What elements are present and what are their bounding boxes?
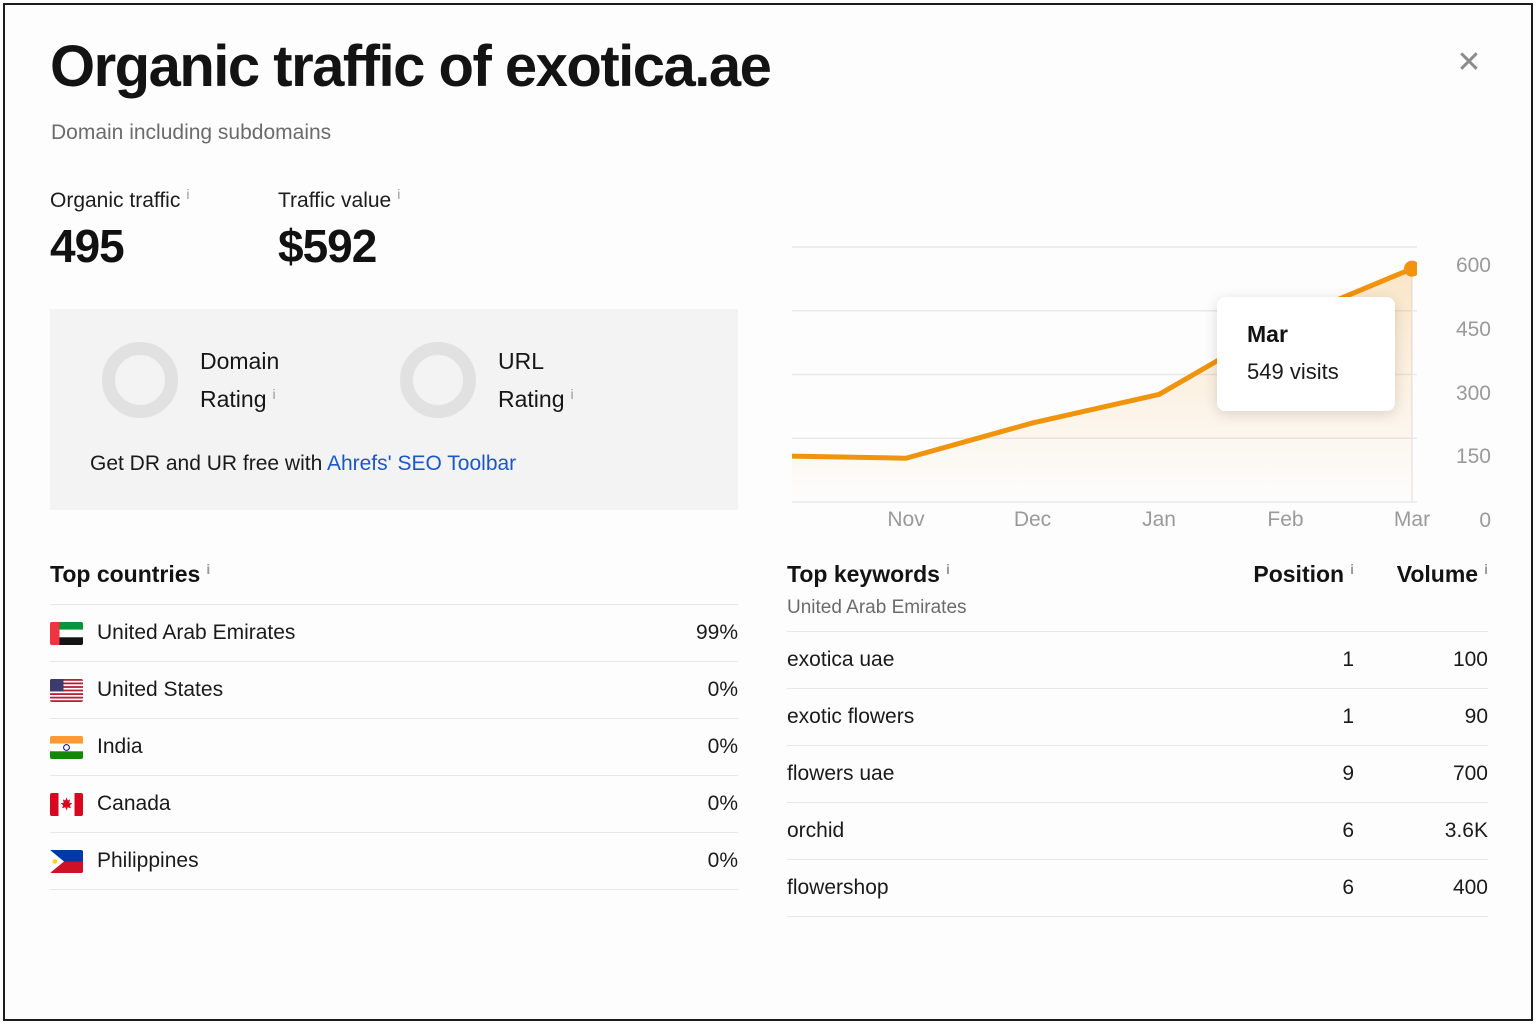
organic-traffic-modal: Organic traffic of exotica.ae Domain inc… (3, 3, 1533, 1021)
keyword-row: flowers uae 9 700 (787, 746, 1488, 803)
country-row: United States 0% (50, 662, 738, 719)
keyword-position: 1 (1342, 705, 1354, 728)
info-icon[interactable]: i (272, 385, 276, 402)
country-row: Canada 0% (50, 776, 738, 833)
page-subtitle: Domain including subdomains (51, 121, 332, 144)
keyword: orchid (787, 819, 845, 842)
country-name: India (97, 735, 143, 758)
flag-philippines-icon (50, 849, 83, 873)
stat-organic-traffic: Organic traffic i 495 (50, 186, 189, 273)
tooltip-visits: 549 visits (1247, 359, 1339, 384)
donut-gauge-icon (102, 342, 178, 418)
rating-box: Domain Rating i URL Rating i Get DR and UR… (50, 309, 738, 510)
traffic-chart-svg[interactable] (792, 235, 1417, 525)
y-axis-tick: 600 (1455, 254, 1491, 277)
flag-united-arab-emirates-icon (50, 621, 83, 645)
keywords-country-subtitle: United Arab Emirates (787, 597, 967, 618)
x-axis-tick: Jan (1142, 508, 1176, 531)
keyword-volume: 90 (1464, 705, 1488, 728)
info-icon[interactable]: i (945, 561, 950, 577)
keywords-header: Top keywords i Position i Volume i (787, 561, 1488, 588)
country-share: 0% (707, 678, 738, 701)
chart-tooltip: Mar 549 visits (1217, 297, 1395, 411)
country-share: 0% (707, 792, 738, 815)
keyword: exotica uae (787, 648, 895, 671)
volume-column-header: Volume i (1396, 561, 1488, 587)
donut-gauge-icon (400, 342, 476, 418)
keyword-row: exotic flowers 1 90 (787, 689, 1488, 746)
keyword-row: orchid 6 3.6K (787, 803, 1488, 860)
stat-value: 495 (50, 220, 125, 272)
url-rating: URL Rating i (400, 342, 574, 418)
x-axis-tick: Feb (1267, 508, 1304, 531)
ahrefs-seo-toolbar-link[interactable]: Ahrefs' SEO Toolbar (326, 452, 517, 475)
country-row: Philippines 0% (50, 833, 738, 890)
flag-canada-icon (50, 792, 83, 816)
top-keywords-title: Top keywords i (787, 561, 950, 587)
keyword: flowershop (787, 876, 889, 899)
stat-value: $592 (278, 220, 377, 272)
info-icon[interactable]: i (1350, 561, 1354, 577)
flag-india-icon (50, 735, 83, 759)
page-title: Organic traffic of exotica.ae (50, 34, 772, 99)
country-name: United States (97, 678, 224, 701)
position-column-header: Position i (1253, 561, 1354, 587)
country-name: Canada (97, 792, 171, 815)
keyword-row: flowershop 6 400 (787, 860, 1488, 917)
keyword-volume: 700 (1452, 762, 1488, 785)
keyword-position: 6 (1342, 876, 1354, 899)
keyword-rows: exotica uae 1 100 exotic flowers 1 90 fl… (787, 631, 1488, 917)
keyword: flowers uae (787, 762, 895, 785)
country-share: 99% (695, 621, 738, 644)
rating-cta: Get DR and UR free with Ahrefs' SEO Tool… (90, 452, 517, 475)
info-icon[interactable]: i (397, 186, 401, 202)
close-icon: ✕ (1456, 46, 1482, 79)
stat-label: Organic traffic i (50, 186, 190, 212)
rating-label: Domain Rating i (200, 347, 280, 412)
top-keywords-section: Top keywords i Position i Volume i United A… (787, 561, 1488, 917)
tooltip-month: Mar (1247, 321, 1288, 347)
x-axis-tick: Nov (887, 508, 925, 531)
country-rows: United Arab Emirates 99% United States 0… (50, 604, 738, 890)
country-share: 0% (707, 735, 738, 758)
keyword-position: 9 (1342, 762, 1354, 785)
keyword-position: 6 (1342, 819, 1354, 842)
country-share: 0% (707, 849, 738, 872)
stat-traffic-value: Traffic value i $592 (278, 186, 400, 273)
keyword-volume: 100 (1452, 648, 1488, 671)
domain-rating: Domain Rating i (102, 342, 279, 418)
x-axis-tick: Mar (1393, 508, 1431, 531)
y-axis-tick: 300 (1455, 381, 1491, 405)
close-button[interactable]: ✕ (1445, 39, 1493, 87)
info-icon[interactable]: i (570, 385, 574, 402)
y-axis-tick: 450 (1455, 317, 1491, 341)
y-axis-tick: 0 (1479, 509, 1491, 532)
x-axis-tick: Dec (1013, 508, 1052, 531)
top-countries-title: Top countries i (50, 561, 211, 587)
keyword-position: 1 (1342, 648, 1354, 671)
country-name: Philippines (97, 849, 199, 872)
info-icon[interactable]: i (206, 561, 211, 577)
keyword: exotic flowers (787, 705, 915, 728)
top-countries-section: Top countries i United Arab Emirates 99% … (50, 561, 738, 890)
keyword-volume: 3.6K (1444, 819, 1488, 842)
country-row: India 0% (50, 719, 738, 776)
info-icon[interactable]: i (1484, 561, 1488, 577)
rating-label: URL Rating i (498, 347, 574, 412)
keyword-row: exotica uae 1 100 (787, 632, 1488, 689)
country-row: United Arab Emirates 99% (50, 605, 738, 662)
y-axis-tick: 150 (1455, 445, 1491, 469)
flag-united-states-icon (50, 678, 83, 702)
country-name: United Arab Emirates (97, 621, 296, 644)
stat-label: Traffic value i (278, 186, 401, 212)
keyword-volume: 400 (1452, 876, 1488, 899)
info-icon[interactable]: i (186, 186, 190, 202)
